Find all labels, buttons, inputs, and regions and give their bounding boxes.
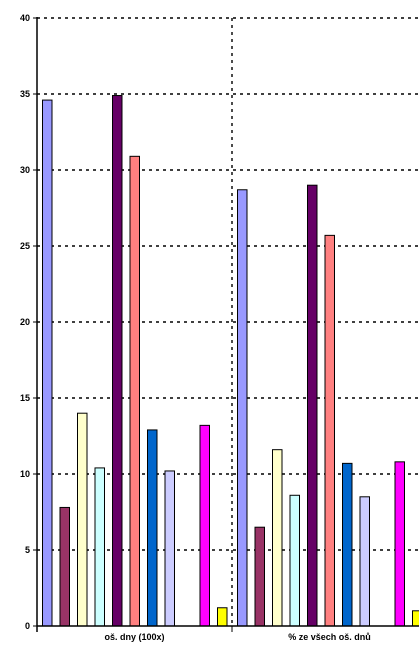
bars: [42, 95, 419, 627]
x-category-label: % ze všech oš. dnů: [288, 632, 371, 642]
y-tick-label: 0: [25, 621, 30, 631]
bar-group2-series6: [324, 234, 335, 627]
x-category-labels: oš. dny (100x) % ze všech oš. dnů: [104, 632, 370, 642]
bar-group1-series8: [164, 470, 175, 627]
axes: [33, 17, 419, 632]
y-tick-label: 30: [20, 165, 30, 175]
y-tick-label: 15: [20, 393, 30, 403]
bar-group1-series10: [199, 424, 210, 627]
bar-group2-series8: [359, 496, 370, 627]
y-tick-label: 35: [20, 89, 30, 99]
bar-group1-series5: [112, 95, 123, 627]
y-tick-label: 20: [20, 317, 30, 327]
bar-group2-series1: [237, 189, 248, 627]
bar-group2-series4: [289, 494, 300, 627]
bar-group2-series7: [342, 462, 353, 627]
bar-group1-series1: [42, 99, 53, 627]
bar-group1-series11: [217, 607, 228, 627]
bar-group1-series4: [94, 467, 105, 627]
bar-group2-series10: [394, 461, 405, 627]
bar-group1-series3: [77, 412, 88, 627]
bar-group2-series5: [307, 184, 318, 627]
y-tick-labels: 0 5 10 15 20 25 30 35 40: [20, 13, 30, 631]
bar-group1-series6: [129, 155, 140, 627]
y-tick-label: 10: [20, 469, 30, 479]
bar-group2-series2: [254, 526, 265, 627]
y-tick-label: 40: [20, 13, 30, 23]
x-category-label: oš. dny (100x): [104, 632, 164, 642]
y-tick-label: 25: [20, 241, 30, 251]
bar-group2-series3: [272, 449, 283, 627]
bar-group1-series2: [59, 506, 70, 627]
bar-group2-series11: [412, 610, 419, 627]
y-tick-label: 5: [25, 545, 30, 555]
bar-group1-series7: [147, 429, 158, 627]
